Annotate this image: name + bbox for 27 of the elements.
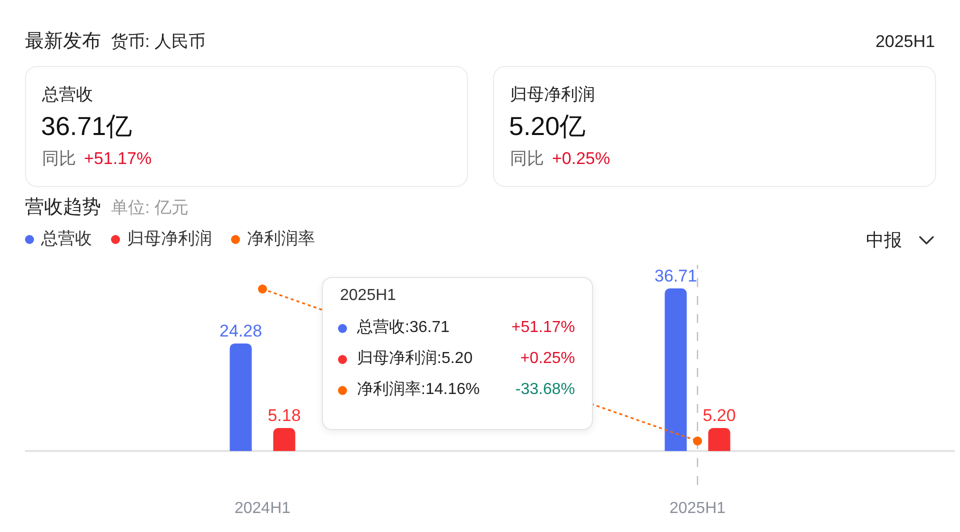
bar — [273, 428, 296, 451]
bar — [708, 428, 730, 451]
data-label: 5.20 — [702, 406, 736, 425]
card: 归母净利润 5.20亿 同比 +0.25% — [493, 66, 936, 187]
text: 货币: 人民币 — [111, 31, 206, 53]
annotation: 净利润率:14.16% — [357, 380, 480, 400]
bar — [664, 288, 687, 451]
x-tick-label: 2024H1 — [234, 500, 291, 517]
text: 中报 — [866, 229, 902, 251]
annotation: 总营收:36.71 — [357, 318, 450, 338]
chart-title: 营收趋势 — [25, 196, 101, 220]
data-label: 5.18 — [268, 406, 301, 426]
annotation: 2025H1 — [340, 286, 396, 306]
annotation: +51.17% — [511, 318, 575, 338]
data-label: 36.71 — [654, 266, 698, 286]
text: 最新发布 — [25, 30, 101, 54]
text: 净利润率 — [247, 229, 315, 248]
annotation: +0.25% — [520, 349, 575, 369]
legend-label: 总营收 — [41, 229, 92, 249]
chart-subtitle: 单位: 亿元 — [111, 197, 188, 219]
annotation: -33.68% — [515, 380, 575, 400]
card: 总营收 36.71亿 同比 +51.17% — [25, 66, 468, 187]
bar — [230, 343, 252, 451]
text: 2025H1 — [875, 31, 935, 53]
annotation: 归母净利润:5.20 — [357, 349, 473, 369]
data-label: 24.28 — [219, 321, 262, 340]
legend-label: 归母净利润 — [127, 229, 212, 249]
